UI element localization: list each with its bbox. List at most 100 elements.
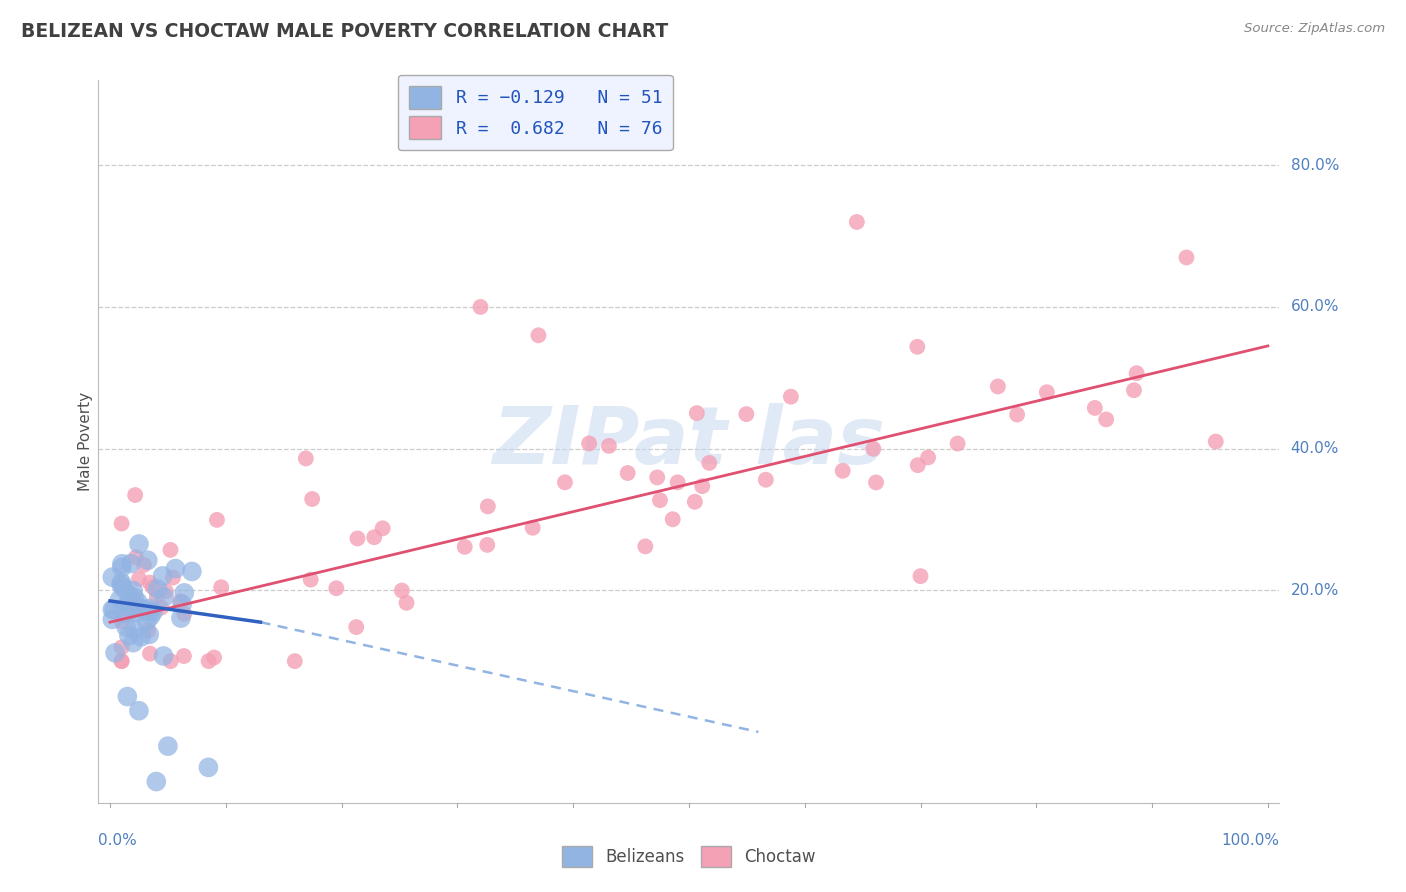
Point — [578, 436, 600, 450]
Text: Source: ZipAtlas.com: Source: ZipAtlas.com — [1244, 22, 1385, 36]
Text: 100.0%: 100.0% — [1222, 833, 1279, 848]
Point — [127, 600, 149, 615]
Point — [114, 607, 136, 621]
Point — [325, 581, 347, 595]
Point — [197, 654, 219, 668]
Point — [117, 690, 139, 704]
Point — [127, 595, 149, 609]
Point — [150, 600, 173, 615]
Point — [831, 464, 853, 478]
Point — [735, 407, 758, 421]
Point — [905, 340, 928, 354]
Point — [121, 602, 143, 616]
Point — [363, 530, 385, 544]
Point — [527, 328, 550, 343]
Point — [173, 607, 195, 621]
Point — [666, 475, 689, 490]
Point — [1095, 412, 1118, 426]
Point — [101, 570, 124, 584]
Point — [170, 611, 193, 625]
Point — [128, 704, 150, 718]
Point — [111, 557, 134, 571]
Point — [1084, 401, 1107, 415]
Point — [110, 654, 132, 668]
Point — [197, 760, 219, 774]
Point — [295, 451, 318, 466]
Point — [755, 473, 778, 487]
Point — [780, 390, 803, 404]
Text: 20.0%: 20.0% — [1291, 582, 1339, 598]
Point — [128, 537, 150, 551]
Point — [1005, 408, 1028, 422]
Point — [125, 550, 148, 565]
Point — [101, 602, 124, 616]
Point — [129, 630, 152, 644]
Point — [117, 597, 139, 611]
Point — [110, 640, 132, 655]
Point — [142, 580, 165, 594]
Point — [1205, 434, 1227, 449]
Point — [152, 569, 174, 583]
Point — [648, 493, 671, 508]
Point — [134, 602, 156, 616]
Point — [690, 479, 713, 493]
Point — [205, 513, 228, 527]
Point — [173, 648, 195, 663]
Point — [299, 573, 322, 587]
Point — [180, 565, 202, 579]
Point — [344, 620, 367, 634]
Point — [155, 584, 177, 599]
Point — [110, 516, 132, 531]
Point — [117, 599, 139, 613]
Point — [138, 627, 160, 641]
Point — [477, 500, 499, 514]
Point — [145, 774, 167, 789]
Point — [454, 540, 477, 554]
Point — [120, 557, 142, 571]
Point — [104, 646, 127, 660]
Point — [128, 572, 150, 586]
Point — [122, 592, 145, 607]
Point — [202, 650, 225, 665]
Point — [118, 629, 141, 643]
Point — [108, 592, 131, 607]
Point — [172, 597, 194, 611]
Point — [395, 596, 418, 610]
Point — [111, 560, 134, 574]
Point — [554, 475, 576, 490]
Text: ZIPat las: ZIPat las — [492, 402, 886, 481]
Point — [124, 622, 146, 636]
Point — [138, 601, 160, 615]
Point — [845, 215, 868, 229]
Text: 0.0%: 0.0% — [98, 833, 138, 848]
Point — [697, 456, 720, 470]
Point — [122, 591, 145, 605]
Point — [907, 458, 929, 472]
Point — [165, 561, 187, 575]
Point — [122, 583, 145, 598]
Point — [139, 647, 162, 661]
Text: 40.0%: 40.0% — [1291, 442, 1339, 456]
Point — [103, 602, 125, 616]
Point — [124, 488, 146, 502]
Point — [301, 491, 323, 506]
Point — [112, 581, 135, 595]
Point — [616, 466, 638, 480]
Point — [683, 495, 706, 509]
Point — [136, 624, 159, 638]
Text: 60.0%: 60.0% — [1291, 300, 1339, 315]
Point — [391, 583, 413, 598]
Point — [862, 442, 884, 456]
Point — [946, 436, 969, 450]
Point — [661, 512, 683, 526]
Text: 80.0%: 80.0% — [1291, 158, 1339, 173]
Y-axis label: Male Poverty: Male Poverty — [77, 392, 93, 491]
Point — [156, 739, 179, 753]
Point — [645, 470, 668, 484]
Point — [284, 654, 307, 668]
Point — [634, 540, 657, 554]
Point — [110, 654, 132, 668]
Point — [146, 582, 169, 596]
Point — [987, 379, 1010, 393]
Point — [686, 406, 709, 420]
